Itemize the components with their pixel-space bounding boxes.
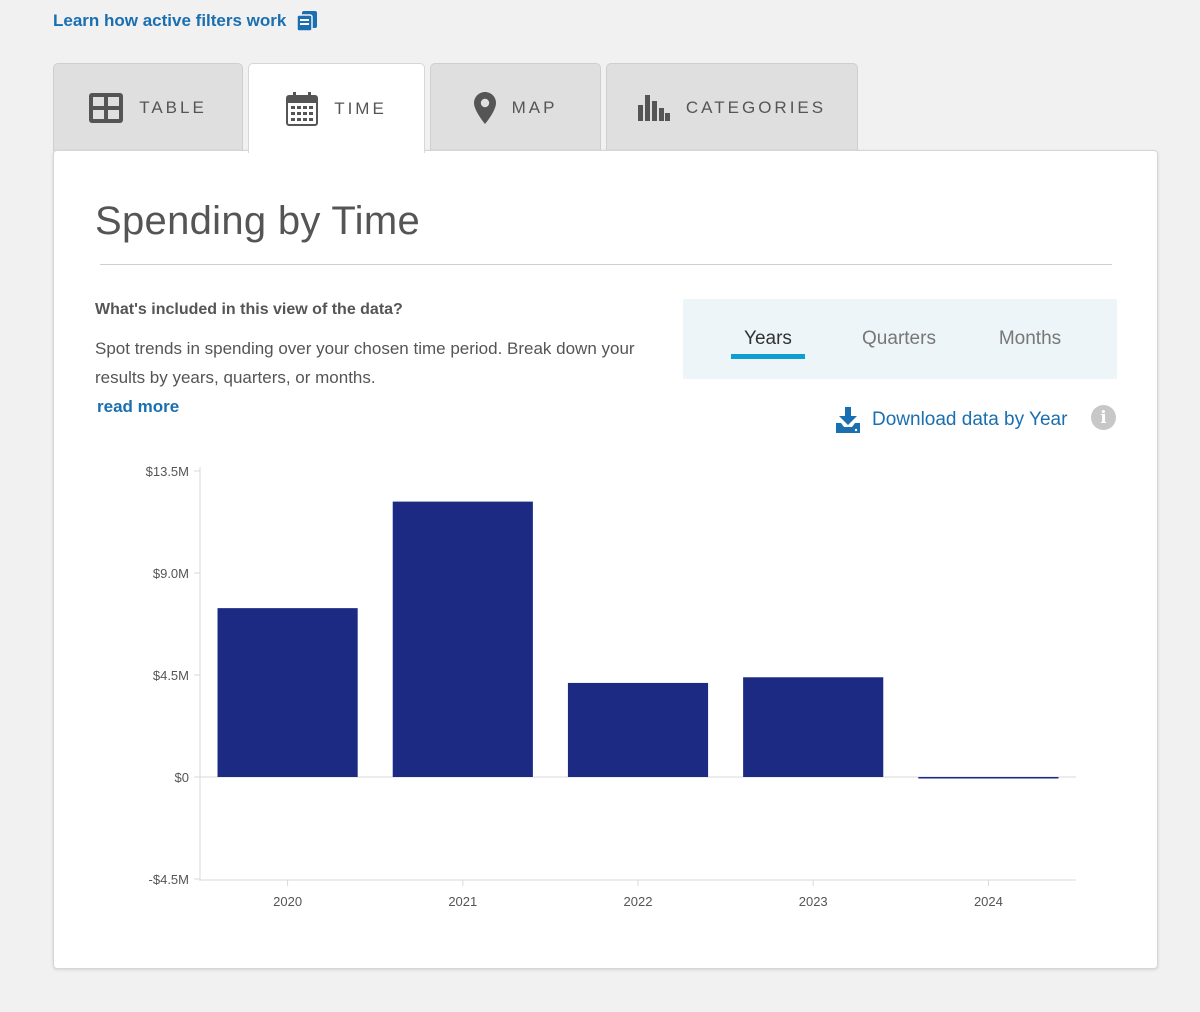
info-icon[interactable]: i	[1091, 405, 1116, 430]
info-text: Spot trends in spending over your chosen…	[95, 339, 635, 387]
info-heading: What's included in this view of the data…	[95, 301, 403, 318]
bar-2021[interactable]	[392, 501, 533, 777]
tab-time[interactable]: TIME	[248, 63, 425, 153]
bar-2022[interactable]	[567, 682, 709, 777]
read-more-link[interactable]: read more	[97, 397, 180, 416]
title-divider	[100, 264, 1112, 265]
learn-active-filters-link[interactable]: Learn how active filters work	[53, 10, 318, 32]
period-toggle: Years Quarters Months	[683, 299, 1117, 379]
download-label: Download data by Year	[872, 409, 1068, 430]
tab-map-label: MAP	[511, 97, 558, 117]
tab-categories-label: CATEGORIES	[685, 97, 827, 117]
period-years-button[interactable]: Years	[683, 299, 853, 379]
download-icon	[836, 407, 860, 433]
tab-time-label: TIME	[334, 98, 387, 118]
tab-table[interactable]: TABLE	[53, 63, 243, 151]
tab-table-label: TABLE	[139, 97, 207, 117]
bar-2020[interactable]	[217, 608, 358, 777]
spending-by-time-panel: Spending by Time What's included in this…	[53, 150, 1158, 969]
period-quarters-button[interactable]: Quarters	[862, 328, 936, 349]
tab-map[interactable]: MAP	[430, 63, 601, 151]
tab-categories[interactable]: CATEGORIES	[606, 63, 858, 151]
period-months-button[interactable]: Months	[998, 328, 1062, 349]
table-icon	[89, 92, 124, 123]
filters-link-label: Learn how active filters work	[53, 11, 287, 30]
calendar-icon	[286, 91, 319, 126]
download-data-button[interactable]: Download data by Year	[836, 407, 1067, 433]
bar-2024[interactable]	[918, 777, 1059, 779]
page-title: Spending by Time	[95, 199, 420, 243]
bar-2023[interactable]	[743, 677, 884, 777]
book-icon	[296, 11, 318, 32]
map-pin-icon	[473, 91, 496, 124]
bar-chart-icon	[637, 94, 670, 121]
